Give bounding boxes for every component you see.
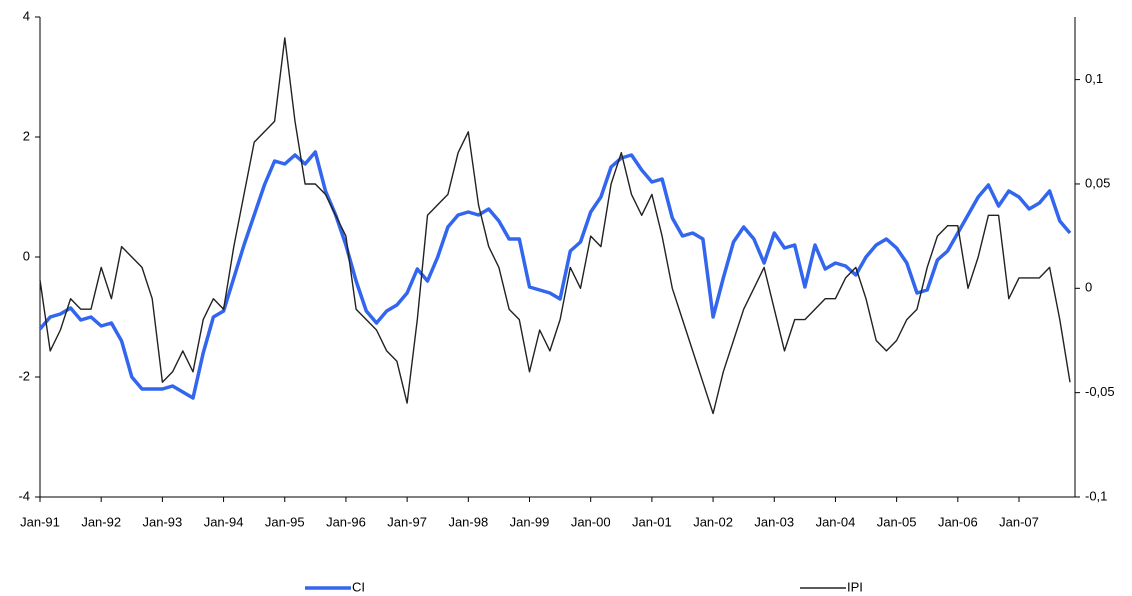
x-tick-label: Jan-94 — [204, 514, 244, 529]
y-tick-label: 4 — [23, 8, 30, 23]
y-tick-label: 0 — [23, 248, 30, 263]
y2-tick-label: -0,1 — [1085, 488, 1107, 503]
y-tick-label: -4 — [18, 488, 30, 503]
x-tick-label: Jan-97 — [387, 514, 427, 529]
series-line — [39, 37, 1071, 415]
x-tick-label: Jan-92 — [81, 514, 121, 529]
x-tick-label: Jan-07 — [999, 514, 1039, 529]
x-tick-label: Jan-95 — [265, 514, 305, 529]
x-tick-label: Jan-91 — [20, 514, 60, 529]
series-line — [38, 150, 1072, 400]
x-tick-label: Jan-05 — [877, 514, 917, 529]
x-tick-label: Jan-98 — [448, 514, 488, 529]
x-tick-label: Jan-01 — [632, 514, 672, 529]
x-tick-label: Jan-04 — [816, 514, 856, 529]
x-tick-label: Jan-99 — [510, 514, 550, 529]
x-tick-label: Jan-03 — [754, 514, 794, 529]
x-tick-label: Jan-06 — [938, 514, 978, 529]
y-tick-label: 2 — [23, 128, 30, 143]
y2-tick-label: 0,1 — [1085, 71, 1103, 86]
x-tick-label: Jan-00 — [571, 514, 611, 529]
y2-tick-label: -0,05 — [1085, 384, 1115, 399]
y2-tick-label: 0 — [1085, 280, 1092, 295]
x-tick-label: Jan-02 — [693, 514, 733, 529]
x-tick-label: Jan-96 — [326, 514, 366, 529]
legend-label: IPI — [847, 579, 863, 594]
legend-label: CI — [352, 579, 365, 594]
y-tick-label: -2 — [18, 368, 30, 383]
x-tick-label: Jan-93 — [143, 514, 183, 529]
y2-tick-label: 0,05 — [1085, 175, 1110, 190]
